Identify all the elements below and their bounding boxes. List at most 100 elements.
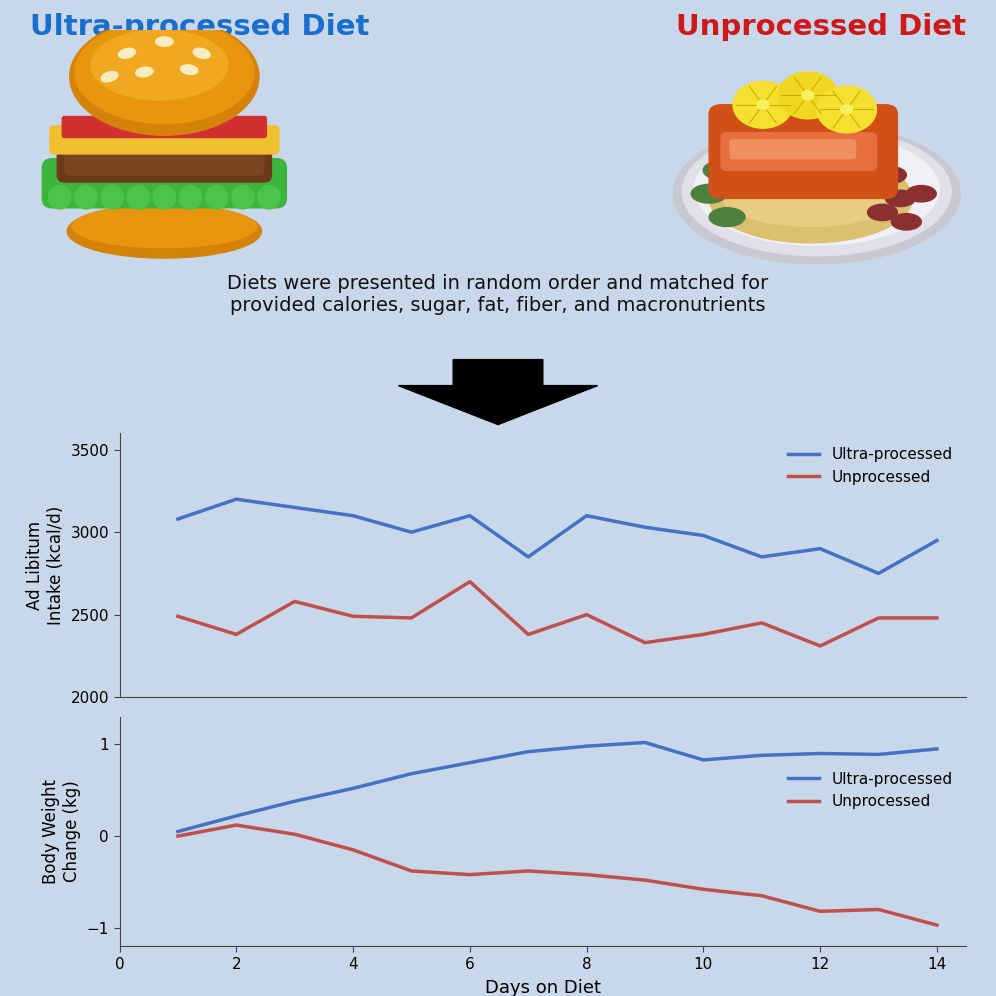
Ellipse shape (885, 190, 915, 206)
Ultra-processed (697, 530, 709, 542)
Unprocessed (522, 865, 534, 876)
Text: Ultra-processed Diet: Ultra-processed Diet (30, 13, 370, 41)
Ellipse shape (682, 127, 951, 256)
Ultra-processed (347, 783, 359, 795)
Ultra-processed (872, 568, 884, 580)
Ultra-processed (230, 810, 242, 822)
Ultra-processed (872, 748, 884, 760)
Ultra-processed (639, 521, 651, 533)
Ultra-processed (347, 510, 359, 522)
FancyBboxPatch shape (42, 158, 287, 208)
Ultra-processed (289, 795, 301, 807)
Ellipse shape (135, 67, 153, 77)
Ultra-processed (931, 743, 943, 755)
Unprocessed (697, 883, 709, 895)
Unprocessed (347, 611, 359, 622)
Text: Diets were presented in random order and matched for
provided calories, sugar, f: Diets were presented in random order and… (227, 274, 769, 315)
Ellipse shape (73, 205, 257, 248)
FancyBboxPatch shape (58, 137, 272, 182)
Ellipse shape (119, 48, 135, 59)
Unprocessed (931, 919, 943, 931)
Ellipse shape (155, 37, 173, 46)
Y-axis label: Ad Libitum
Intake (kcal/d): Ad Libitum Intake (kcal/d) (26, 506, 65, 624)
Line: Unprocessed: Unprocessed (178, 825, 937, 925)
Y-axis label: Body Weight
Change (kg): Body Weight Change (kg) (43, 779, 81, 884)
Unprocessed (405, 612, 417, 623)
Ellipse shape (205, 185, 228, 209)
Unprocessed (756, 617, 768, 628)
Ultra-processed (405, 768, 417, 780)
Line: Unprocessed: Unprocessed (178, 582, 937, 646)
Unprocessed (172, 830, 184, 842)
Ellipse shape (91, 30, 228, 101)
FancyBboxPatch shape (709, 105, 897, 198)
Circle shape (841, 105, 853, 115)
FancyBboxPatch shape (721, 132, 876, 170)
Unprocessed (289, 596, 301, 608)
Unprocessed (814, 905, 826, 917)
Unprocessed (230, 819, 242, 831)
Circle shape (802, 91, 814, 101)
Unprocessed (581, 609, 593, 621)
Ellipse shape (68, 204, 261, 258)
Unprocessed (464, 576, 476, 588)
X-axis label: Days on Diet: Days on Diet (485, 978, 601, 996)
Ellipse shape (193, 48, 210, 59)
Ellipse shape (876, 166, 906, 183)
Ellipse shape (868, 204, 897, 221)
Ultra-processed (172, 826, 184, 838)
FancyBboxPatch shape (62, 117, 267, 137)
Ultra-processed (230, 493, 242, 505)
Ellipse shape (694, 132, 939, 245)
Ultra-processed (756, 749, 768, 761)
Ultra-processed (931, 535, 943, 547)
Ultra-processed (522, 551, 534, 563)
Ellipse shape (891, 213, 921, 230)
Ellipse shape (180, 65, 198, 75)
Ellipse shape (127, 185, 149, 209)
Ultra-processed (522, 746, 534, 758)
Circle shape (733, 82, 793, 128)
Ellipse shape (231, 185, 254, 209)
Polygon shape (398, 360, 598, 424)
Unprocessed (756, 889, 768, 901)
Ellipse shape (102, 72, 118, 82)
Unprocessed (872, 903, 884, 915)
Unprocessed (814, 640, 826, 652)
Ellipse shape (906, 185, 936, 202)
FancyBboxPatch shape (730, 139, 856, 158)
Legend: Ultra-processed, Unprocessed: Ultra-processed, Unprocessed (782, 441, 958, 491)
Ellipse shape (75, 185, 97, 209)
Ultra-processed (814, 748, 826, 760)
Ellipse shape (153, 185, 175, 209)
Ultra-processed (405, 526, 417, 538)
Ellipse shape (179, 185, 201, 209)
Unprocessed (931, 612, 943, 623)
FancyBboxPatch shape (50, 125, 279, 154)
Ellipse shape (721, 161, 900, 226)
Ellipse shape (673, 124, 960, 264)
Unprocessed (230, 628, 242, 640)
Ellipse shape (75, 21, 254, 124)
Unprocessed (639, 874, 651, 886)
Legend: Ultra-processed, Unprocessed: Ultra-processed, Unprocessed (782, 766, 958, 816)
Ellipse shape (709, 154, 912, 243)
Ultra-processed (581, 510, 593, 522)
Ellipse shape (703, 161, 739, 179)
Unprocessed (172, 611, 184, 622)
Unprocessed (639, 636, 651, 648)
Ultra-processed (697, 754, 709, 766)
Ellipse shape (101, 185, 124, 209)
Ellipse shape (691, 184, 727, 203)
Ellipse shape (258, 185, 280, 209)
Ellipse shape (49, 185, 71, 209)
Unprocessed (581, 869, 593, 880)
Unprocessed (347, 844, 359, 856)
Ultra-processed (172, 513, 184, 525)
Unprocessed (405, 865, 417, 876)
Circle shape (757, 101, 769, 110)
Ultra-processed (639, 736, 651, 748)
Circle shape (817, 86, 876, 132)
Ultra-processed (464, 510, 476, 522)
Unprocessed (697, 628, 709, 640)
